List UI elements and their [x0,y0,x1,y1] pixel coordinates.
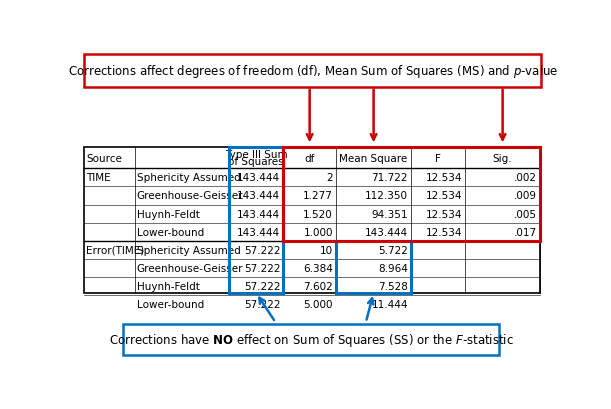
Text: 57.222: 57.222 [244,281,280,291]
Text: Corrections affect degrees of freedom (df), Mean Sum of Squares (MS) and $p$-val: Corrections affect degrees of freedom (d… [68,63,558,79]
Text: Source: Source [86,153,122,163]
Text: Sphericity Assumed: Sphericity Assumed [137,245,241,255]
Text: .002: .002 [514,173,536,183]
Text: 143.444: 143.444 [237,209,280,219]
Bar [84,54,541,88]
Text: Type III Sum: Type III Sum [225,149,288,159]
Text: Huynh-Feldt: Huynh-Feldt [137,209,200,219]
Text: 11.444: 11.444 [371,299,408,309]
Text: 5.000: 5.000 [304,299,333,309]
Bar [284,147,540,241]
Text: Error(TIME): Error(TIME) [86,245,145,255]
Text: 112.350: 112.350 [365,191,408,201]
Text: Greenhouse-Geisser: Greenhouse-Geisser [137,191,243,201]
Text: 12.534: 12.534 [426,227,463,237]
Text: Greenhouse-Geisser: Greenhouse-Geisser [137,263,243,273]
Text: 94.351: 94.351 [371,209,408,219]
Text: 6.384: 6.384 [303,263,333,273]
Text: 8.964: 8.964 [378,263,408,273]
Text: 7.602: 7.602 [303,281,333,291]
Text: 12.534: 12.534 [426,191,463,201]
Text: 12.534: 12.534 [426,173,463,183]
Text: of Squares: of Squares [229,157,284,167]
Text: F: F [436,153,441,163]
Text: 1.520: 1.520 [303,209,333,219]
Text: Huynh-Feldt: Huynh-Feldt [137,281,200,291]
Text: 57.222: 57.222 [244,263,280,273]
Bar [84,147,540,293]
Text: Sphericity Assumed: Sphericity Assumed [137,173,241,183]
Text: .009: .009 [514,191,536,201]
Text: 2: 2 [326,173,333,183]
Text: .005: .005 [514,209,536,219]
Text: Sig.: Sig. [493,153,513,163]
Text: 10: 10 [320,245,333,255]
Text: 1.277: 1.277 [303,191,333,201]
Bar [229,147,284,293]
Bar [336,241,411,293]
Text: 5.722: 5.722 [378,245,408,255]
Text: Lower-bound: Lower-bound [137,299,204,309]
Text: TIME: TIME [86,173,111,183]
Text: 143.444: 143.444 [365,227,408,237]
Text: 7.528: 7.528 [378,281,408,291]
Text: .017: .017 [514,227,536,237]
Text: Mean Square: Mean Square [340,153,408,163]
Text: 71.722: 71.722 [371,173,408,183]
Text: 57.222: 57.222 [244,245,280,255]
Text: df: df [304,153,315,163]
Bar [123,324,499,355]
Text: 12.534: 12.534 [426,209,463,219]
Text: 143.444: 143.444 [237,191,280,201]
Text: Lower-bound: Lower-bound [137,227,204,237]
Text: 143.444: 143.444 [237,173,280,183]
Text: 143.444: 143.444 [237,227,280,237]
Text: 1.000: 1.000 [304,227,333,237]
Text: 57.222: 57.222 [244,299,280,309]
Text: Corrections have $\bf{NO}$ effect on Sum of Squares (SS) or the $\it{F}$-statist: Corrections have $\bf{NO}$ effect on Sum… [109,331,514,348]
